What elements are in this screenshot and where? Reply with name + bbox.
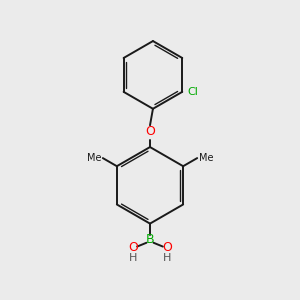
Text: H: H [128,253,137,263]
Text: H: H [163,253,172,263]
Text: Cl: Cl [188,87,198,97]
Text: Me: Me [87,153,101,163]
Text: O: O [162,241,172,254]
Text: Me: Me [199,153,213,163]
Text: B: B [146,233,154,246]
Text: O: O [145,125,155,138]
Text: O: O [128,241,138,254]
